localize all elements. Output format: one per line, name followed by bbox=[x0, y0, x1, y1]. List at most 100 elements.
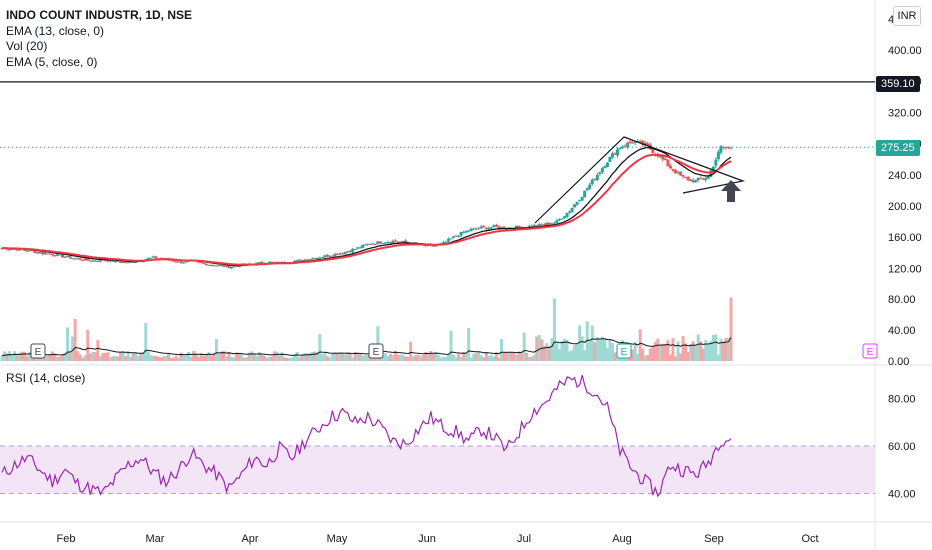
candle-body bbox=[363, 244, 367, 246]
volume-bar bbox=[144, 323, 148, 361]
volume-bar bbox=[441, 356, 445, 361]
volume-bar bbox=[141, 353, 145, 361]
volume-bar bbox=[452, 354, 456, 361]
candle-body bbox=[270, 261, 274, 263]
candle-body bbox=[257, 262, 261, 264]
volume-bar bbox=[265, 357, 269, 361]
candle-body bbox=[76, 258, 80, 260]
volume-bar bbox=[81, 357, 85, 361]
volume-bar bbox=[28, 352, 32, 361]
price-tick-label: 160.00 bbox=[888, 232, 922, 244]
candle-body bbox=[260, 261, 264, 264]
month-label: May bbox=[327, 533, 348, 545]
volume-bar bbox=[300, 355, 304, 361]
candle-body bbox=[338, 253, 342, 255]
candle-body bbox=[621, 146, 625, 149]
month-label: Apr bbox=[241, 533, 258, 545]
ema5-line bbox=[2, 153, 732, 266]
month-label: Oct bbox=[801, 533, 818, 545]
volume-bar bbox=[73, 318, 77, 361]
symbol-title: INDO COUNT INDUSTR, 1D, NSE bbox=[6, 8, 193, 22]
volume-bar bbox=[154, 355, 158, 361]
volume-bar bbox=[404, 356, 408, 361]
volume-bar bbox=[588, 339, 592, 361]
candle-body bbox=[98, 259, 102, 262]
candle-body bbox=[641, 140, 645, 146]
volume-tick-label: 40.00 bbox=[888, 325, 916, 337]
volume-bar bbox=[716, 354, 720, 361]
candle-body bbox=[318, 257, 322, 259]
volume-bar bbox=[467, 327, 471, 361]
candle-body bbox=[694, 180, 698, 183]
volume-bar bbox=[668, 354, 672, 361]
volume-bar bbox=[35, 357, 39, 361]
candle-body bbox=[452, 236, 456, 238]
volume-bar bbox=[696, 334, 700, 361]
candle-body bbox=[227, 265, 231, 269]
month-label: Mar bbox=[146, 533, 165, 545]
candle-body bbox=[58, 254, 62, 256]
volume-bar bbox=[204, 354, 208, 361]
candle-body bbox=[172, 260, 176, 262]
volume-bar bbox=[272, 351, 276, 361]
volume-bar bbox=[207, 352, 211, 361]
candle-body bbox=[55, 254, 59, 256]
volume-bar bbox=[560, 340, 564, 361]
candle-body bbox=[30, 250, 34, 252]
volume-bar bbox=[699, 341, 703, 361]
volume-bar bbox=[257, 352, 261, 361]
candle-body bbox=[103, 260, 107, 262]
candle-body bbox=[35, 252, 39, 254]
volume-bar bbox=[658, 345, 662, 361]
month-label: Aug bbox=[612, 533, 632, 545]
candle-body bbox=[232, 266, 236, 268]
volume-bar bbox=[121, 351, 125, 361]
volume-bar bbox=[580, 336, 584, 361]
candle-body bbox=[691, 180, 695, 183]
candle-body bbox=[295, 259, 299, 262]
volume-bar bbox=[366, 355, 370, 361]
volume-bar bbox=[18, 353, 22, 361]
volume-bar bbox=[275, 351, 279, 361]
volume-bar bbox=[298, 357, 302, 361]
candle-body bbox=[222, 264, 226, 267]
candle-body bbox=[721, 146, 725, 148]
volume-bar bbox=[381, 356, 385, 361]
volume-bar bbox=[318, 333, 322, 361]
candle-body bbox=[593, 178, 597, 180]
month-label: Sep bbox=[704, 533, 724, 545]
candle-body bbox=[643, 142, 647, 146]
volume-bar bbox=[108, 357, 112, 361]
volume-bar bbox=[48, 354, 52, 361]
volume-bar bbox=[719, 338, 723, 361]
volume-bar bbox=[484, 352, 488, 361]
candle-body bbox=[545, 222, 549, 226]
candle-body bbox=[217, 265, 221, 267]
volume-bar bbox=[555, 343, 559, 361]
volume-bar bbox=[149, 355, 153, 361]
volume-bar bbox=[348, 353, 352, 361]
volume-bar bbox=[434, 351, 438, 361]
volume-bar bbox=[0, 355, 4, 361]
currency-button[interactable]: INR bbox=[893, 6, 921, 26]
volume-bar bbox=[177, 357, 181, 361]
volume-bar bbox=[330, 353, 334, 361]
candle-body bbox=[235, 265, 239, 267]
candle-body bbox=[626, 142, 630, 148]
volume-bar bbox=[23, 351, 27, 361]
vol-legend: Vol (20) bbox=[6, 39, 48, 53]
volume-bar bbox=[43, 357, 47, 361]
volume-bar bbox=[638, 329, 642, 361]
volume-bar bbox=[184, 353, 188, 361]
rsi-tick-label: 40.00 bbox=[888, 489, 916, 501]
volume-bar bbox=[255, 356, 259, 361]
volume-bar bbox=[648, 348, 652, 361]
volume-bar bbox=[537, 335, 541, 361]
candle-body bbox=[323, 255, 327, 258]
volume-bar bbox=[605, 348, 609, 361]
volume-bar bbox=[729, 297, 733, 361]
candle-body bbox=[343, 252, 347, 255]
volume-bar bbox=[323, 352, 327, 361]
candle-body bbox=[600, 168, 604, 173]
